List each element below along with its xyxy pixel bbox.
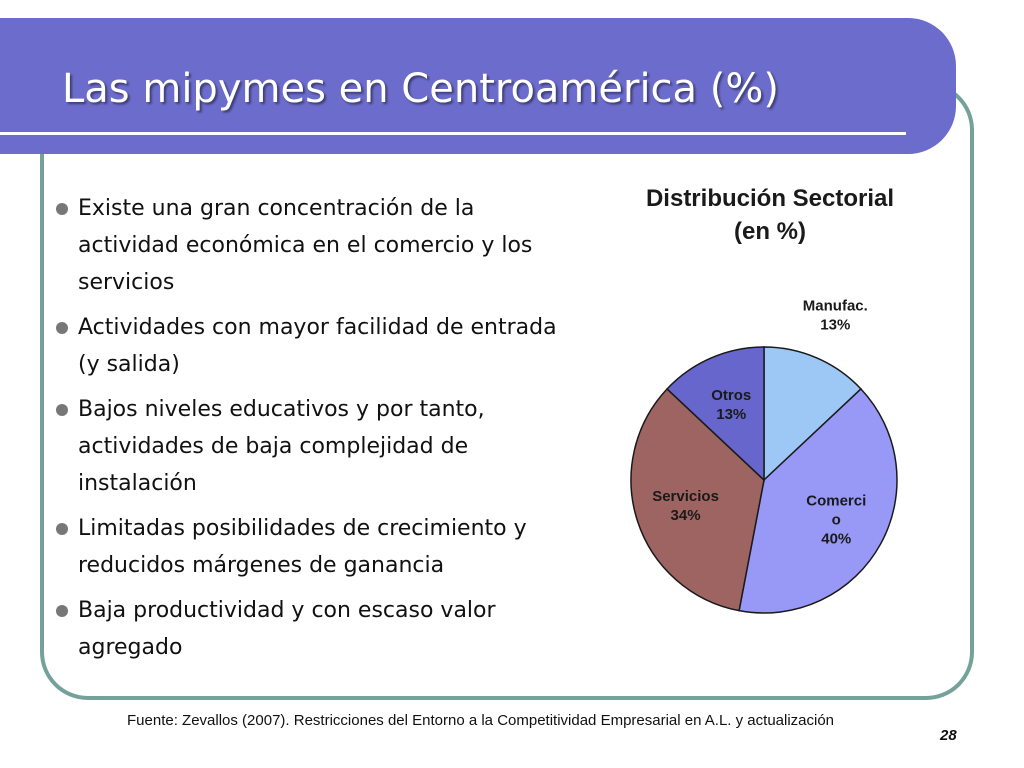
bullet-item: Limitadas posibilidades de crecimiento y… xyxy=(56,510,566,584)
pie-category-label: Servicios xyxy=(652,488,719,505)
pie-value-label: 34% xyxy=(671,507,701,524)
bullet-item: Actividades con mayor facilidad de entra… xyxy=(56,309,566,383)
title-underline xyxy=(0,132,906,135)
pie-value-label: 13% xyxy=(820,317,850,334)
bullet-list: Existe una gran concentración de la acti… xyxy=(56,190,566,674)
pie-slice-comercio xyxy=(738,387,898,614)
pie-category-label: o xyxy=(832,512,841,529)
bullet-text: Actividades con mayor facilidad de entra… xyxy=(78,315,557,377)
bullet-item: Existe una gran concentración de la acti… xyxy=(56,190,566,301)
bullet-text: Limitadas posibilidades de crecimiento y… xyxy=(78,516,527,578)
page-number: 28 xyxy=(940,727,957,744)
pie-value-label: 40% xyxy=(821,531,851,548)
bullet-dot-icon xyxy=(56,605,68,617)
bullet-text: Bajos niveles educativos y por tanto, ac… xyxy=(78,397,485,496)
chart-title-main: Distribución Sectorial xyxy=(645,185,895,212)
pie-slice-otros xyxy=(665,346,765,482)
bullet-text: Existe una gran concentración de la acti… xyxy=(78,196,533,295)
title-bar xyxy=(0,18,956,154)
bullet-dot-icon xyxy=(56,404,68,416)
slide-title: Las mipymes en Centroamérica (%) xyxy=(62,66,779,112)
source-caption: Fuente: Zevallos (2007). Restricciones d… xyxy=(127,712,835,729)
chart-subtitle: (en %) xyxy=(734,218,806,245)
pie-category-label: Manufac. xyxy=(803,298,868,315)
bullet-item: Baja productividad y con escaso valor ag… xyxy=(56,592,566,666)
pie-category-label: Otros xyxy=(711,387,751,404)
pie-slice-servicios xyxy=(630,387,765,612)
bullet-item: Bajos niveles educativos y por tanto, ac… xyxy=(56,391,566,502)
pie-value-label: 13% xyxy=(716,406,746,423)
pie-slice-manufac xyxy=(763,346,863,482)
chart-title: Distribución Sectorial (en %) xyxy=(590,182,950,248)
bullet-text: Baja productividad y con escaso valor ag… xyxy=(78,598,496,660)
bullet-dot-icon xyxy=(56,203,68,215)
bullet-dot-icon xyxy=(56,523,68,535)
bullet-dot-icon xyxy=(56,322,68,334)
pie-category-label: Comerci xyxy=(806,493,866,510)
